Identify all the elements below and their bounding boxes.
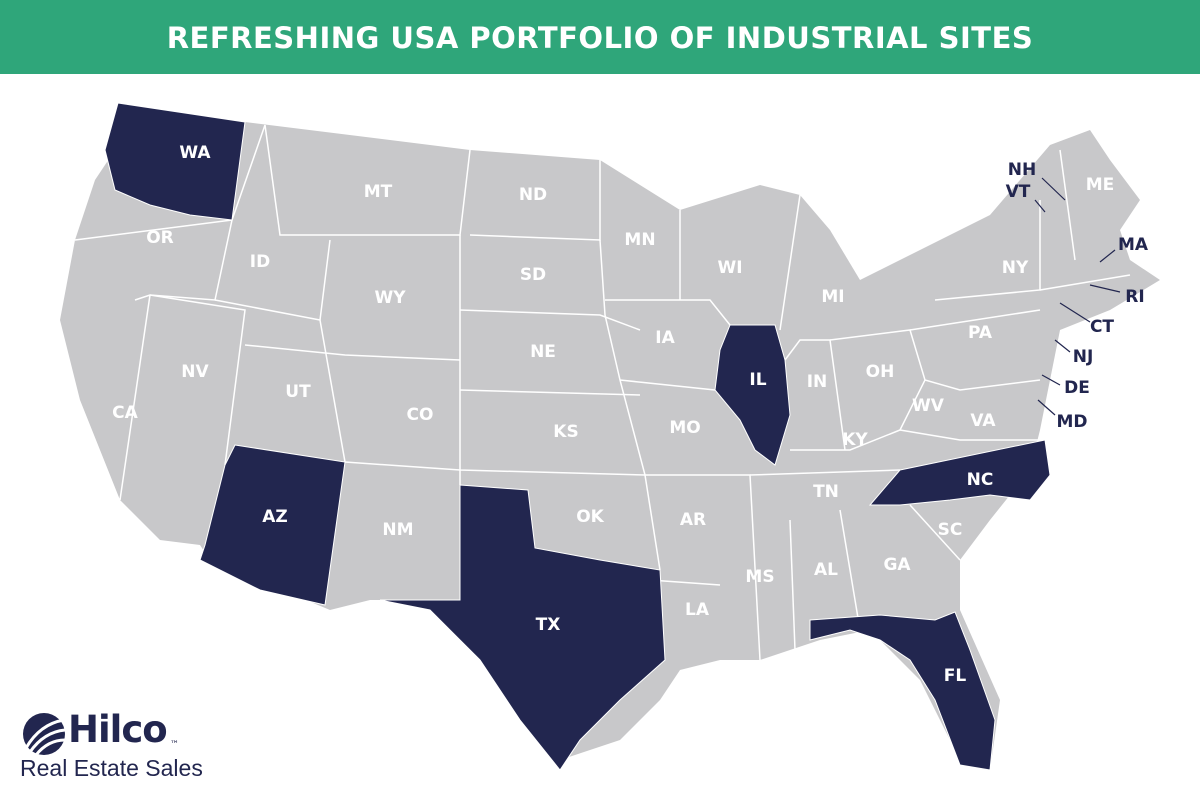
title-banner: REFRESHING USA PORTFOLIO OF INDUSTRIAL S… [0, 0, 1200, 74]
state-label: RI [1125, 287, 1144, 307]
state-label: DE [1064, 378, 1090, 398]
state-label: SC [938, 520, 963, 540]
state-label: NH [1008, 160, 1036, 180]
state-shape [379, 484, 666, 771]
state-label: ME [1086, 175, 1115, 195]
state-label: GA [883, 555, 911, 575]
state-label: LA [685, 600, 710, 620]
state-label: SD [520, 265, 546, 285]
state-label: MT [364, 182, 393, 202]
state-shape [868, 439, 1051, 506]
country-shape [60, 103, 1160, 770]
state-label: CT [1090, 317, 1114, 337]
state-shape [104, 102, 246, 221]
state-label: IA [655, 328, 675, 348]
callout-lines [1034, 177, 1121, 416]
logo-trademark: ™ [170, 740, 179, 750]
state-label: IL [749, 370, 766, 390]
state-label: OR [146, 228, 174, 248]
state-label: MN [624, 230, 655, 250]
state-label: AL [814, 560, 838, 580]
state-label: AR [680, 510, 706, 530]
state-label: NY [1002, 258, 1029, 278]
state-label: MD [1056, 412, 1087, 432]
state-label: WA [179, 143, 211, 163]
state-label: ID [250, 252, 270, 272]
state-label: UT [285, 382, 311, 402]
state-shape [199, 444, 346, 606]
state-label: OH [866, 362, 895, 382]
state-borders [74, 124, 1131, 661]
state-label: CA [112, 403, 138, 423]
state-label: MA [1118, 235, 1149, 255]
state-label: WI [717, 258, 742, 278]
state-label: ND [519, 185, 547, 205]
state-shape [714, 324, 791, 466]
state-label: MO [669, 418, 700, 438]
logo-icon [23, 713, 66, 756]
state-label: VA [970, 411, 996, 431]
state-label: FL [944, 666, 967, 686]
state-label: NC [967, 470, 994, 490]
logo-tagline: Real Estate Sales [20, 755, 203, 781]
state-shape [809, 611, 996, 771]
logo-name: Hilco [68, 708, 168, 751]
state-label: OK [576, 507, 604, 527]
state-label: VT [1006, 182, 1031, 202]
state-label: NV [181, 362, 209, 382]
state-label: KS [553, 422, 578, 442]
state-label: NM [382, 520, 413, 540]
state-label: NJ [1073, 347, 1094, 367]
state-label: IN [807, 372, 828, 392]
state-label: KY [842, 430, 868, 450]
state-label: TN [813, 482, 839, 502]
state-label: AZ [262, 507, 287, 527]
state-label: WY [374, 288, 406, 308]
state-label: MI [821, 287, 844, 307]
state-label: MS [745, 567, 774, 587]
state-label: PA [968, 323, 993, 343]
state-label: WV [912, 396, 945, 416]
state-label: CO [407, 405, 434, 425]
state-label: NE [530, 342, 556, 362]
state-label: TX [536, 615, 561, 635]
